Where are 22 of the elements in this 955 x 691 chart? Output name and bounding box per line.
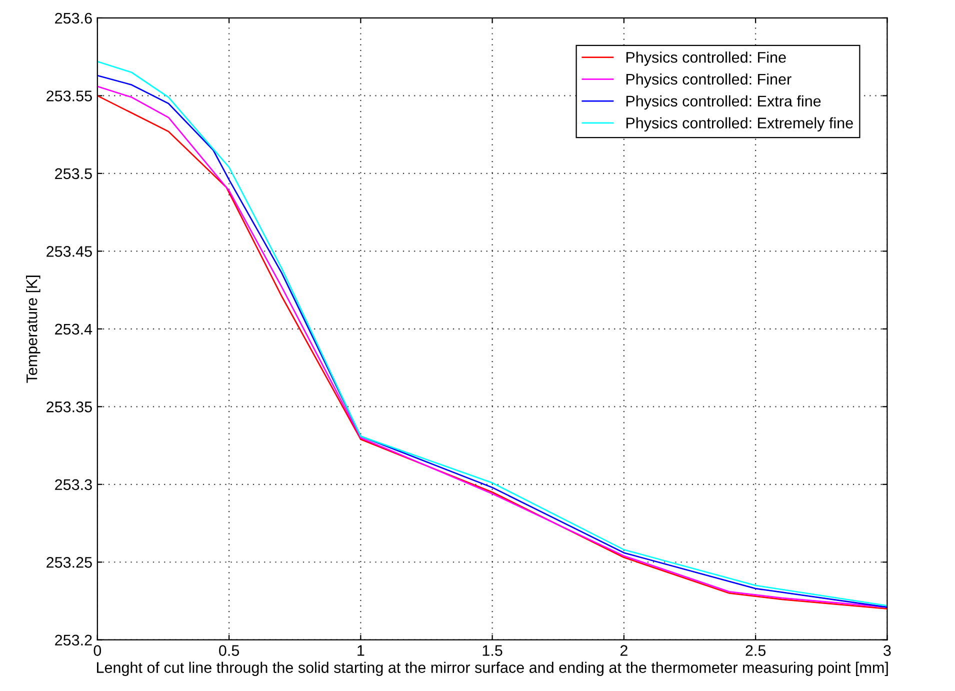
y-tick-label: 253.25: [46, 556, 92, 568]
y-tick-label: 253.35: [46, 402, 92, 412]
legend-label: Physics controlled: Finer: [626, 73, 792, 88]
legend-label: Physics controlled: Extremely fine: [626, 117, 853, 132]
y-axis-title: Temperature [K]: [26, 276, 40, 383]
x-tick-label: 1: [358, 645, 364, 656]
legend-label: Physics controlled: Fine: [626, 52, 786, 66]
y-tick-label: 253.2: [55, 634, 92, 646]
x-tick-label: 2: [620, 645, 628, 656]
legend-label: Physics controlled: Extra fine: [626, 95, 821, 110]
x-tick-label: 3: [884, 645, 891, 656]
x-axis-title: Lenght of cut line through the solid starting at the mirror surface and ending at the thermometer measuring point [mm]: [97, 662, 888, 676]
y-tick-label: 253.4: [55, 324, 92, 335]
y-tick-label: 253.45: [46, 246, 92, 257]
y-tick-label: 253.5: [55, 168, 92, 180]
x-tick-label: 2.5: [746, 645, 766, 656]
x-tick-label: 1.5: [482, 645, 502, 656]
y-tick-label: 253.3: [55, 479, 92, 490]
y-tick-label: 253.55: [46, 90, 92, 102]
x-tick-label: 0: [94, 645, 102, 656]
y-tick-label: 253.6: [55, 12, 92, 24]
x-tick-label: 0.5: [219, 645, 240, 656]
